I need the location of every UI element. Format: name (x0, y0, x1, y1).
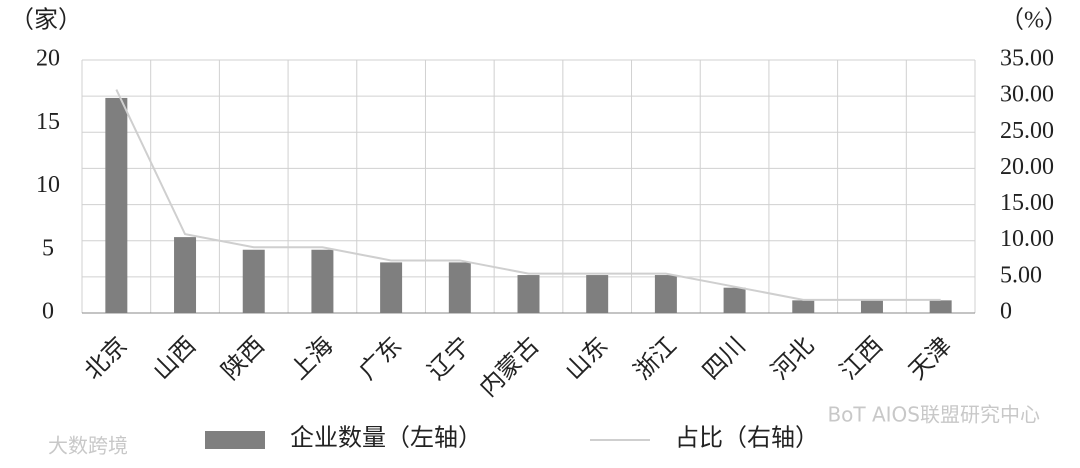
y2-tick-label: 20.00 (1000, 154, 1054, 180)
y-tick-label: 0 (42, 299, 54, 325)
bar (174, 237, 197, 313)
line-series (115, 89, 941, 301)
bar (792, 300, 815, 313)
x-tick-label: 北京 (79, 332, 132, 385)
watermark: BoT AIOS联盟研究中心 (827, 403, 1040, 427)
bar (860, 300, 883, 313)
x-tick-label: 河北 (766, 332, 819, 385)
x-tick-label: 山东 (560, 332, 613, 385)
y-tick-label: 20 (36, 46, 60, 72)
bar (586, 275, 609, 313)
watermark: 大数跨境 (48, 434, 128, 458)
y2-tick-label: 0 (1000, 299, 1012, 325)
x-tick-label: 天津 (904, 332, 957, 385)
y-tick-label: 15 (36, 109, 60, 135)
bar (517, 275, 540, 313)
y-axis-unit: （家） (10, 7, 82, 34)
x-tick-label: 浙江 (629, 332, 682, 385)
bar (723, 287, 746, 313)
x-tick-label: 辽宁 (423, 332, 476, 385)
legend-label: 占比（右轴） (675, 425, 819, 452)
bar (242, 249, 265, 313)
x-tick-label: 四川 (698, 333, 750, 385)
bar (654, 275, 677, 313)
bar (105, 97, 128, 313)
y2-tick-label: 10.00 (1000, 226, 1054, 252)
legend-swatch (205, 431, 265, 449)
x-tick-label: 内蒙古 (475, 332, 545, 402)
y2-tick-label: 30.00 (1000, 82, 1054, 108)
y2-tick-label: 5.00 (1000, 262, 1042, 288)
y-tick-label: 5 (42, 235, 54, 261)
x-tick-label: 上海 (286, 332, 339, 385)
bar (929, 300, 952, 313)
x-tick-label: 江西 (835, 332, 888, 385)
x-tick-label: 广东 (354, 332, 407, 385)
y2-axis-unit: （%） (1000, 8, 1068, 34)
y-tick-label: 10 (36, 172, 60, 198)
y2-tick-label: 35.00 (1000, 46, 1054, 72)
legend-label: 企业数量（左轴） (290, 425, 482, 452)
bar (311, 249, 334, 313)
bar (448, 262, 471, 313)
bar (380, 262, 403, 313)
y2-tick-label: 25.00 (1000, 118, 1054, 144)
y2-tick-label: 15.00 (1000, 190, 1054, 216)
x-tick-label: 山西 (148, 332, 201, 385)
x-tick-label: 陕西 (217, 332, 270, 385)
